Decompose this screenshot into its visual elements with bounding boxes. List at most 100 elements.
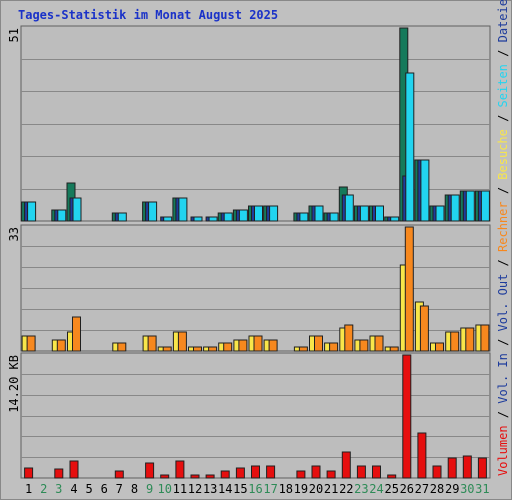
bar-rechner-day-11 [177, 331, 187, 352]
day-label-13: 13 [203, 482, 217, 496]
legend-separator: / [496, 252, 510, 274]
bar-seiten-day-3 [57, 209, 67, 222]
day-label-4: 4 [70, 482, 77, 496]
bar-rechner-day-17 [268, 339, 278, 352]
day-label-31: 31 [475, 482, 489, 496]
day-label-10: 10 [157, 482, 171, 496]
bar-volumen-day-3 [54, 468, 64, 479]
day-label-7: 7 [116, 482, 123, 496]
bar-seiten-day-31 [480, 190, 490, 222]
bar-volumen-day-24 [372, 465, 381, 479]
bar-rechner-day-29 [450, 331, 460, 352]
day-label-12: 12 [188, 482, 202, 496]
bar-rechner-day-25 [389, 346, 399, 352]
bar-rechner-day-10 [162, 346, 172, 352]
legend-dateien: Dateien [496, 0, 510, 42]
bar-seiten-day-7 [117, 212, 127, 222]
bar-rechner-day-22 [344, 324, 354, 352]
bar-rechner-day-31 [480, 324, 490, 352]
bar-volumen-day-12 [190, 474, 200, 479]
day-label-24: 24 [369, 482, 383, 496]
legend-separator: / [496, 331, 510, 353]
bar-rechner-day-23 [359, 339, 369, 352]
bar-rechner-day-26 [404, 226, 414, 352]
bar-seiten-day-20 [314, 205, 324, 222]
day-label-8: 8 [131, 482, 138, 496]
bar-seiten-day-22 [344, 194, 354, 222]
bar-rechner-day-1 [26, 335, 36, 352]
bar-seiten-day-24 [375, 205, 384, 222]
panel-1-scale-max-label: 51 [7, 28, 21, 42]
day-label-29: 29 [445, 482, 459, 496]
bar-rechner-day-28 [435, 342, 444, 352]
bar-rechner-day-9 [147, 335, 157, 352]
day-label-15: 15 [233, 482, 247, 496]
day-label-30: 30 [460, 482, 474, 496]
bar-seiten-day-25 [390, 216, 400, 222]
bar-seiten-day-19 [299, 212, 309, 222]
bar-volumen-day-1 [24, 467, 34, 479]
bar-rechner-day-15 [238, 339, 248, 352]
bar-rechner-day-24 [374, 335, 384, 352]
bar-rechner-day-21 [329, 342, 339, 352]
bar-volumen-day-28 [432, 465, 442, 479]
legend-separator: / [496, 42, 510, 64]
bar-volumen-day-25 [387, 474, 397, 479]
day-label-25: 25 [384, 482, 398, 496]
legend-besuche: Besuche [496, 129, 510, 180]
bar-rechner-day-3 [56, 339, 66, 352]
day-label-14: 14 [218, 482, 232, 496]
bar-volumen-day-19 [296, 470, 306, 479]
day-label-27: 27 [415, 482, 429, 496]
legend-seiten: Seiten [496, 64, 510, 107]
bar-seiten-day-17 [269, 205, 279, 222]
panel-2-scale-max-label: 33 [7, 227, 21, 241]
bar-seiten-day-26 [405, 72, 415, 222]
bar-rechner-day-4 [72, 316, 81, 352]
bar-volumen-day-30 [462, 455, 472, 479]
day-label-3: 3 [55, 482, 62, 496]
bar-volumen-day-4 [69, 460, 79, 479]
bar-rechner-day-27 [419, 305, 429, 352]
bar-volumen-day-10 [160, 474, 170, 479]
day-label-21: 21 [324, 482, 338, 496]
day-label-5: 5 [85, 482, 92, 496]
bar-seiten-day-12 [193, 216, 203, 222]
day-label-2: 2 [40, 482, 47, 496]
bar-volumen-day-9 [145, 462, 155, 479]
day-label-23: 23 [354, 482, 368, 496]
bar-volumen-day-7 [114, 470, 124, 479]
bar-seiten-day-11 [178, 197, 188, 222]
day-label-22: 22 [339, 482, 353, 496]
bar-seiten-day-14 [223, 212, 233, 222]
bar-volumen-day-26 [402, 354, 412, 479]
bar-seiten-day-23 [359, 205, 369, 222]
bar-volumen-day-11 [175, 460, 185, 479]
bar-seiten-day-13 [208, 216, 218, 222]
legend-volumen: Volumen [496, 425, 510, 476]
bar-volumen-day-27 [417, 432, 427, 479]
bar-seiten-day-21 [329, 212, 339, 222]
bar-volumen-day-29 [447, 457, 457, 479]
bar-rechner-day-30 [465, 327, 475, 352]
legend-separator: / [496, 107, 510, 129]
bar-seiten-day-30 [465, 190, 475, 222]
day-label-1: 1 [25, 482, 32, 496]
bar-seiten-day-10 [163, 216, 173, 222]
day-label-19: 19 [294, 482, 308, 496]
day-label-6: 6 [101, 482, 108, 496]
bar-volumen-day-14 [220, 470, 230, 479]
day-label-11: 11 [173, 482, 187, 496]
bar-volumen-day-23 [356, 465, 366, 479]
day-label-18: 18 [279, 482, 293, 496]
bar-seiten-day-27 [420, 159, 430, 222]
legend-vol-in: Vol. In [496, 353, 510, 404]
bar-volumen-day-15 [235, 467, 245, 479]
bar-rechner-day-19 [298, 346, 308, 352]
bar-rechner-day-12 [193, 346, 202, 352]
bar-seiten-day-4 [72, 197, 82, 222]
bar-volumen-day-21 [326, 470, 336, 479]
bar-rechner-day-16 [253, 335, 263, 352]
legend-vol-out: Vol. Out [496, 274, 510, 332]
